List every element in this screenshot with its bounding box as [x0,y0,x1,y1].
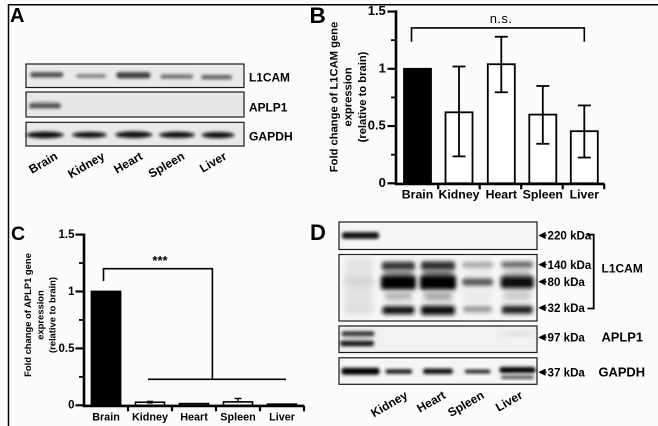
svg-text:GAPDH: GAPDH [249,130,293,144]
svg-text:0: 0 [379,175,386,190]
svg-text:B: B [310,3,326,28]
svg-text:(relative to brain): (relative to brain) [47,277,58,353]
svg-text:Heart: Heart [180,412,208,424]
svg-text:Fold change of APLP1 gene: Fold change of APLP1 gene [22,253,33,377]
svg-text:Liver: Liver [570,188,600,202]
svg-text:expression: expression [343,67,355,126]
svg-text:1.5: 1.5 [59,229,76,241]
svg-text:(relative to brain): (relative to brain) [357,51,369,142]
svg-text:Spleen: Spleen [220,412,255,424]
svg-text:0.5: 0.5 [59,343,76,355]
svg-text:Brain: Brain [92,412,120,424]
svg-text:1: 1 [379,60,386,75]
svg-text:expression: expression [34,290,45,340]
svg-text:140 kDa: 140 kDa [548,259,592,272]
svg-text:220 kDa: 220 kDa [548,230,592,243]
svg-text:0: 0 [68,400,74,412]
svg-text:32 kDa: 32 kDa [548,302,586,315]
svg-text:APLP1: APLP1 [602,329,644,344]
svg-text:L1CAM: L1CAM [602,262,643,276]
svg-text:Heart: Heart [486,188,517,202]
svg-text:Brain: Brain [402,188,433,202]
svg-text:Fold change of L1CAM gene: Fold change of L1CAM gene [328,22,340,172]
svg-text:***: *** [152,253,168,268]
svg-text:D: D [310,220,326,245]
svg-text:1: 1 [68,286,75,298]
svg-text:Spleen: Spleen [523,188,563,202]
svg-text:37 kDa: 37 kDa [548,366,586,379]
svg-text:Kidney: Kidney [439,188,480,202]
svg-text:L1CAM: L1CAM [249,71,290,85]
svg-text:80 kDa: 80 kDa [548,276,586,289]
svg-text:97 kDa: 97 kDa [548,332,586,345]
svg-text:0.5: 0.5 [368,118,386,133]
svg-text:C: C [11,223,25,245]
svg-text:GAPDH: GAPDH [599,364,646,379]
svg-text:1.5: 1.5 [368,3,386,18]
svg-text:APLP1: APLP1 [249,101,288,115]
svg-text:Kidney: Kidney [132,412,168,424]
svg-text:n.s.: n.s. [490,11,513,26]
svg-text:Liver: Liver [269,412,296,424]
svg-text:A: A [10,5,24,27]
